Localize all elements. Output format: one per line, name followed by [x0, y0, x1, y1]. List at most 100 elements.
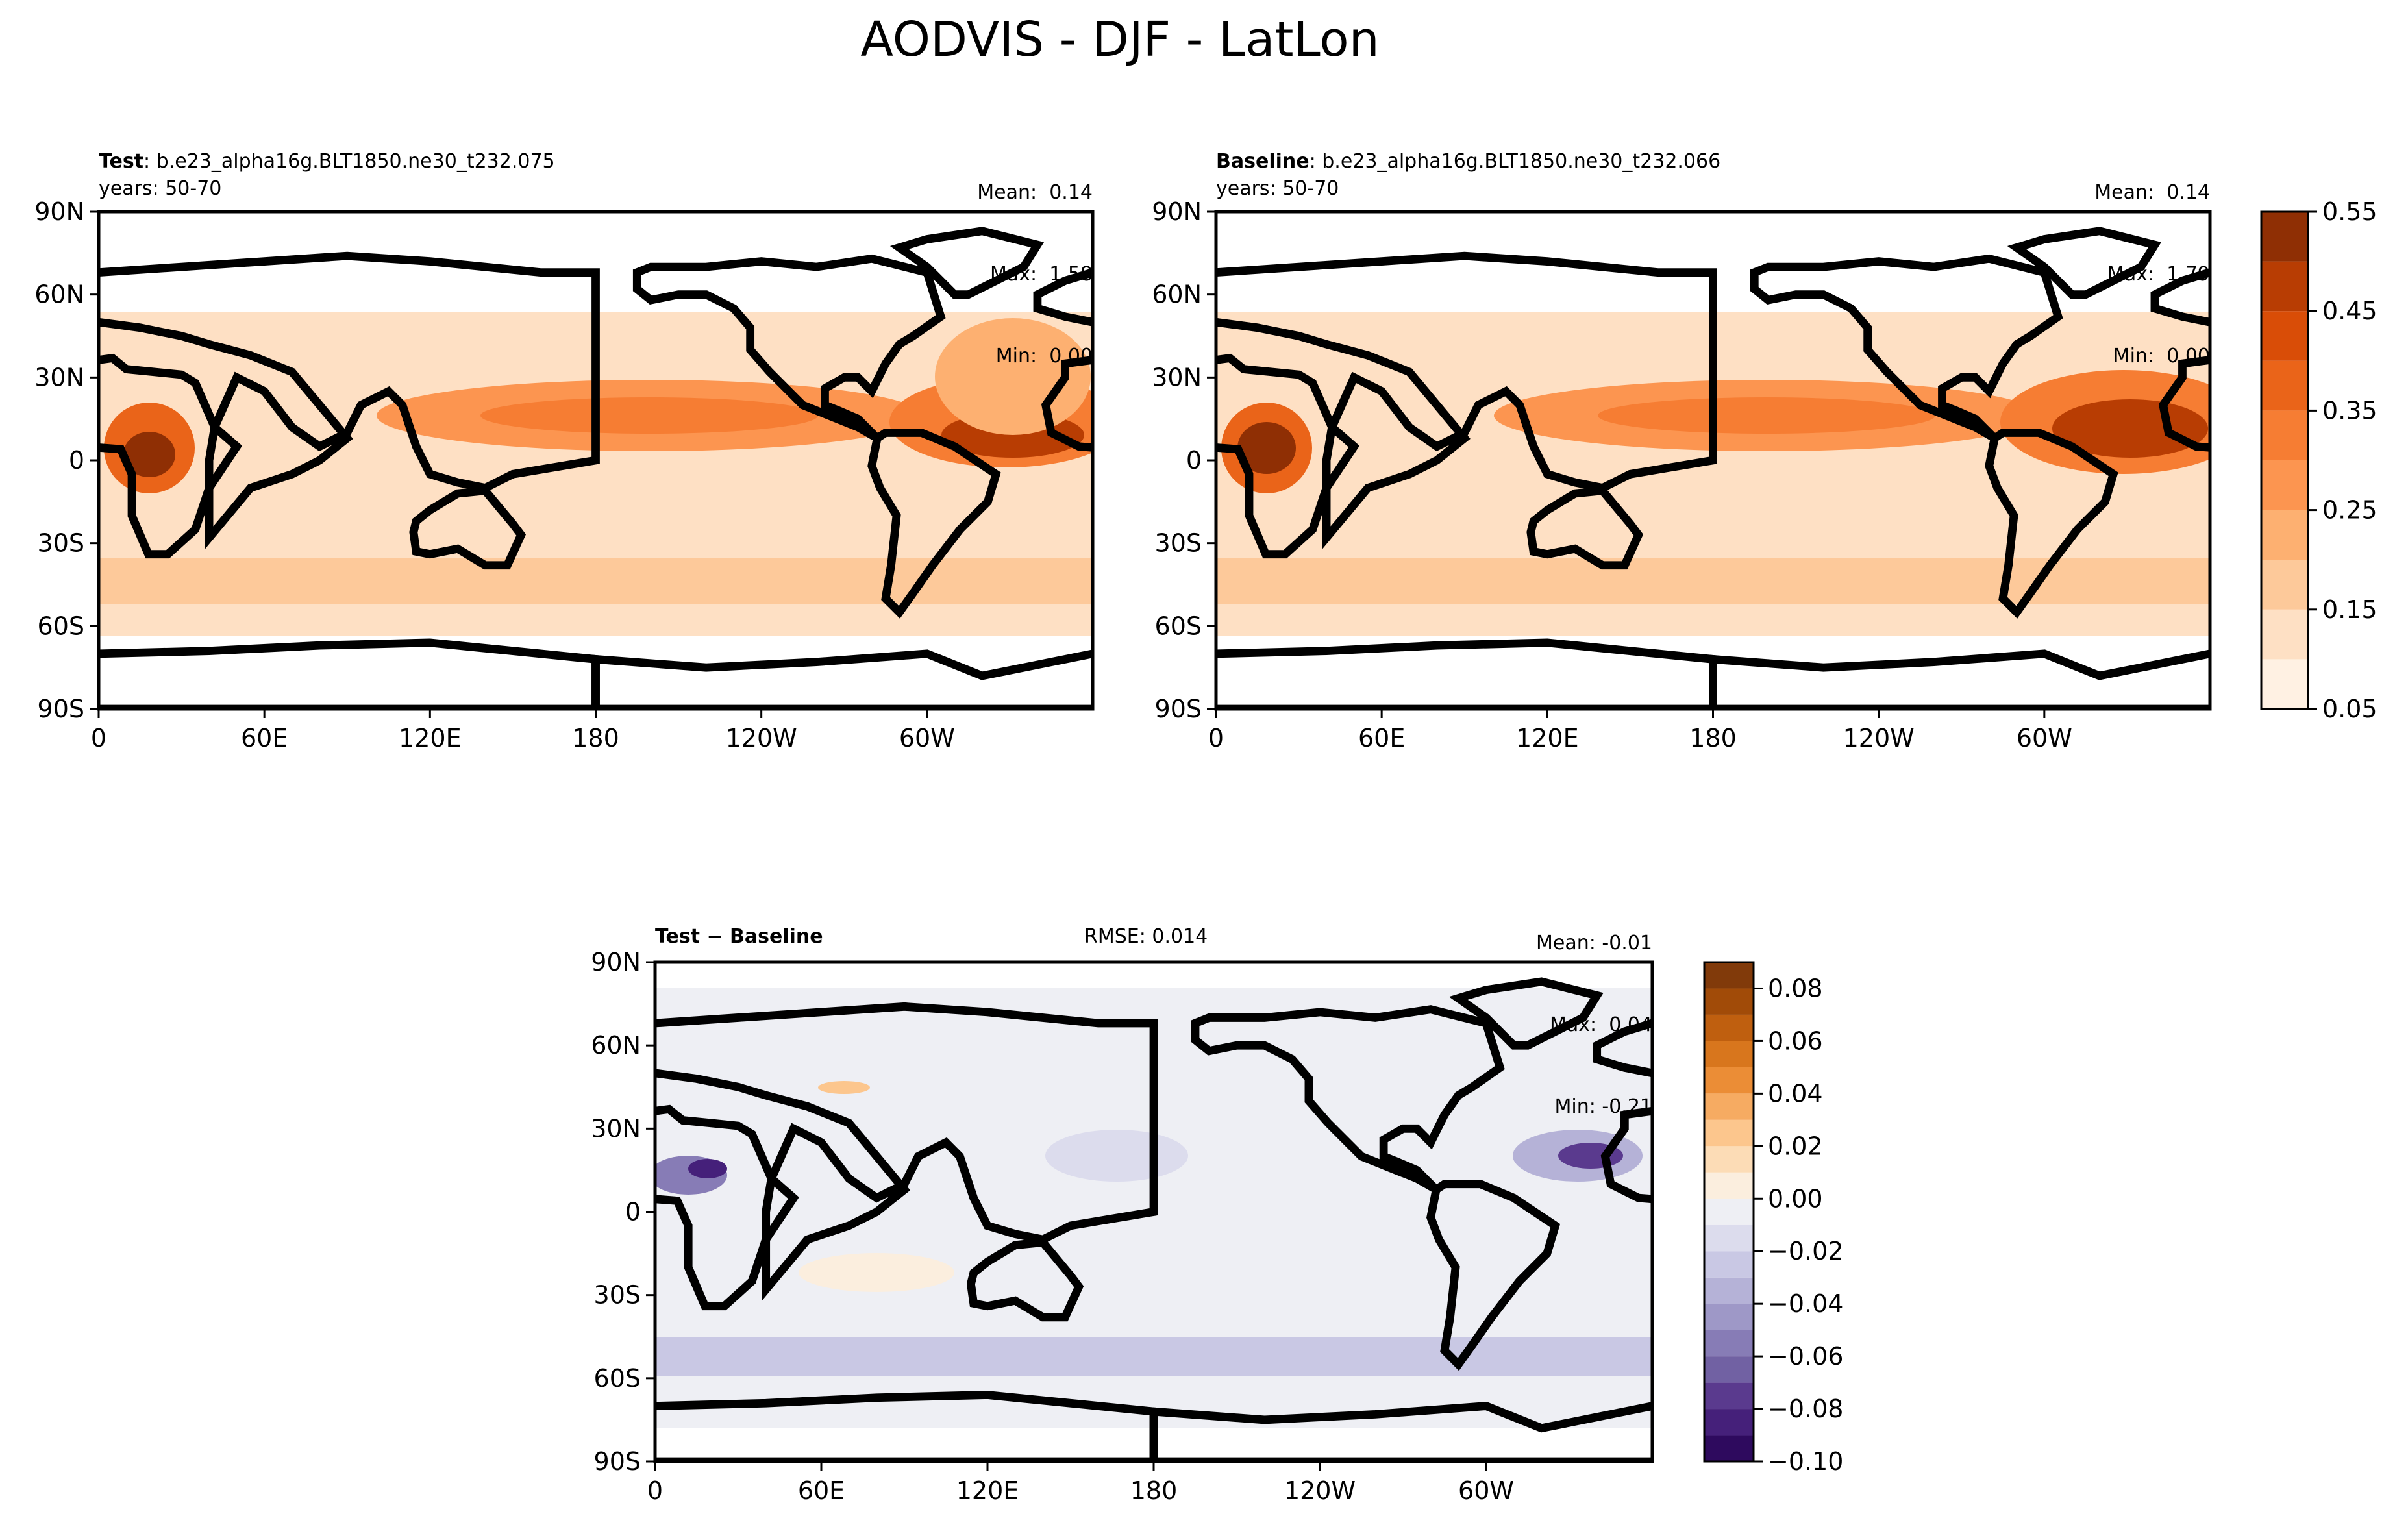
diff-colorbar-label: 0.08 — [1768, 974, 1823, 1002]
test-ytick-label: 60N — [34, 280, 84, 309]
diff-max: Max: 0.04 — [1550, 1013, 1652, 1036]
diff-colorbar: 0.08 0.06 0.04 0.02 0.00 −0.02 −0.04 −0.06 −0.08… — [1703, 961, 1843, 1476]
baseline-map-panel — [1214, 210, 2212, 711]
diff-rmse: RMSE: 0.014 — [1084, 925, 1208, 948]
diff-colorbar-segment — [1704, 1041, 1754, 1067]
diff-colorbar-segment — [1704, 962, 1754, 989]
test-map-panel — [97, 210, 1095, 711]
baseline-mean: Mean: 0.14 — [2094, 181, 2210, 204]
baseline-ytick-label: 60S — [1155, 612, 1202, 640]
baseline-aod-max-atlantic — [2052, 399, 2208, 458]
baseline-case-name: : b.e23_alpha16g.BLT1850.ne30_t232.066 — [1309, 150, 1721, 173]
test-axis-ticks: 0 60E 120E 180 120W 60W 90N 60N 30N 0 30S 60S 90S — [34, 197, 955, 752]
baseline-xtick-label: 60W — [2017, 724, 2072, 752]
test-xtick-label: 60W — [899, 724, 955, 752]
diff-colorbar-segment — [1704, 1119, 1754, 1147]
baseline-ytick-label: 90S — [1155, 695, 1202, 723]
baseline-max: Max: 1.79 — [2107, 263, 2210, 286]
diff-xtick-label: 60W — [1458, 1476, 1514, 1505]
diff-min: Min: -0.21 — [1554, 1095, 1653, 1118]
diff-colorbar-label: −0.06 — [1768, 1342, 1843, 1371]
diff-stats: Mean: -0.01 Max: 0.04 Min: -0.21 — [1536, 875, 1652, 1148]
test-panel-header: Test: b.e23_alpha16g.BLT1850.ne30_t232.0… — [99, 148, 555, 203]
baseline-axis-ticks: 0 60E 120E 180 120W 60W 90N 60N 30N 0 30S 60S 90S — [1152, 197, 2072, 752]
aod-colorbar-segment — [2261, 609, 2308, 660]
figure-title: AODVIS - DJF - LatLon — [860, 12, 1380, 68]
test-ytick-label: 60S — [38, 612, 84, 640]
diff-colorbar-segment — [1704, 1172, 1754, 1199]
aod-colorbar-segment — [2261, 311, 2308, 361]
diff-map-panel — [653, 960, 1654, 1463]
diff-colorbar-label: −0.02 — [1768, 1237, 1843, 1265]
diff-xtick-label: 120W — [1284, 1476, 1356, 1505]
test-stats: Mean: 0.14 Max: 1.58 Min: 0.00 — [977, 125, 1093, 397]
baseline-ytick-label: 0 — [1186, 446, 1202, 475]
baseline-aod-max-africa — [1237, 422, 1296, 474]
baseline-xtick-label: 120W — [1843, 724, 1915, 752]
test-ytick-label: 90S — [38, 695, 84, 723]
aod-colorbar-label: 0.45 — [2322, 297, 2377, 325]
aod-colorbar: 0.05 0.15 0.25 0.35 0.45 0.55 — [2260, 197, 2377, 723]
diff-axis-ticks: 0 60E 120E 180 120W 60W 90N 60N 30N 0 30S 60S 90S — [591, 948, 1514, 1505]
aod-colorbar-segment — [2261, 460, 2308, 510]
diff-ytick-label: 30S — [594, 1281, 641, 1310]
diff-colorbar-segment — [1704, 1330, 1754, 1357]
test-mean: Mean: 0.14 — [977, 181, 1093, 204]
aod-colorbar-segment — [2261, 410, 2308, 460]
diff-colorbar-segment — [1704, 1304, 1754, 1330]
diff-colorbar-segment — [1704, 1224, 1754, 1252]
baseline-xtick-label: 60E — [1358, 724, 1405, 752]
diff-colorbar-segment — [1704, 1146, 1754, 1173]
diff-ytick-label: 90N — [591, 948, 641, 976]
diff-label: Test − Baseline — [655, 925, 823, 948]
diff-colorbar-segment — [1704, 1356, 1754, 1383]
test-ytick-label: 0 — [69, 446, 84, 475]
diff-colorbar-segment — [1704, 1382, 1754, 1410]
diff-colorbar-segment — [1704, 1409, 1754, 1436]
diff-colorbar-label: −0.04 — [1768, 1289, 1843, 1318]
diff-xtick-label: 180 — [1130, 1476, 1178, 1505]
test-aod-max-africa — [123, 432, 175, 477]
test-max: Max: 1.58 — [990, 263, 1093, 286]
baseline-ytick-label: 90N — [1152, 197, 1202, 226]
diff-colorbar-segment — [1704, 1251, 1754, 1278]
diff-ytick-label: 90S — [594, 1447, 641, 1476]
baseline-ytick-label: 30N — [1152, 363, 1202, 392]
diff-colorbar-label: −0.10 — [1768, 1447, 1843, 1476]
aod-colorbar-label: 0.05 — [2322, 695, 2377, 723]
diff-colorbar-segment — [1704, 1014, 1754, 1041]
diff-colorbar-segment — [1704, 1093, 1754, 1120]
diff-xtick-label: 60E — [798, 1476, 845, 1505]
aod-colorbar-segment — [2261, 510, 2308, 560]
baseline-years: years: 50-70 — [1216, 177, 1339, 200]
diff-colorbar-frame — [1703, 961, 1755, 1463]
diff-min-africa — [688, 1159, 727, 1178]
test-min: Min: 0.00 — [995, 345, 1093, 367]
baseline-panel-header: Baseline: b.e23_alpha16g.BLT1850.ne30_t2… — [1216, 148, 1720, 203]
test-ytick-label: 90N — [34, 197, 84, 226]
test-ytick-label: 30N — [34, 363, 84, 392]
test-xtick-label: 180 — [572, 724, 619, 752]
aod-colorbar-segment — [2261, 560, 2308, 610]
aod-colorbar-label: 0.35 — [2322, 396, 2377, 425]
test-xtick-label: 120W — [726, 724, 797, 752]
diff-ytick-label: 0 — [625, 1198, 641, 1226]
diff-mean: Mean: -0.01 — [1535, 932, 1652, 954]
aod-colorbar-label: 0.55 — [2322, 197, 2377, 226]
baseline-label: Baseline — [1216, 150, 1310, 173]
aod-colorbar-segment — [2261, 360, 2308, 411]
diff-colorbar-label: −0.08 — [1768, 1395, 1843, 1423]
baseline-ytick-label: 60N — [1152, 280, 1202, 309]
diff-colorbar-label: 0.04 — [1768, 1079, 1823, 1108]
diff-colorbar-segment — [1704, 1277, 1754, 1304]
diff-colorbar-segment — [1704, 1435, 1754, 1461]
diff-colorbar-segment — [1704, 988, 1754, 1015]
aod-colorbar-segment — [2261, 212, 2308, 262]
diff-ytick-label: 30N — [591, 1114, 641, 1143]
test-xtick-label: 60E — [241, 724, 288, 752]
baseline-ytick-label: 30S — [1155, 529, 1202, 558]
test-xtick-label: 120E — [399, 724, 462, 752]
baseline-stats: Mean: 0.14 Max: 1.79 Min: 0.00 — [2094, 125, 2210, 397]
diff-colorbar-label: 0.00 — [1768, 1184, 1823, 1213]
